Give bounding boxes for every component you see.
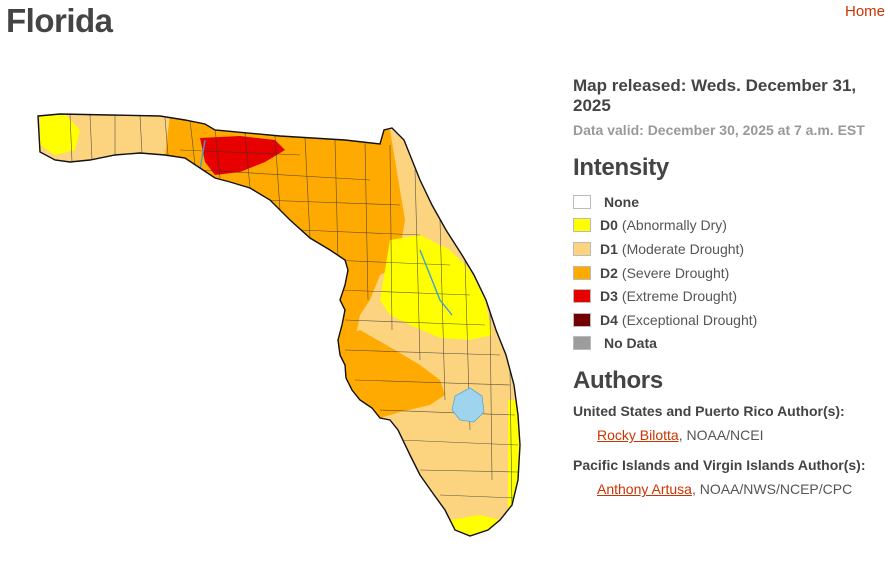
author-line: Rocky Bilotta, NOAA/NCEI: [597, 427, 883, 443]
map-sidebar: Map released: Weds. December 31, 2025 Da…: [573, 76, 883, 511]
legend-item-d3: D3 (Extreme Drought): [573, 284, 883, 308]
author-org: , NOAA/NWS/NCEP/CPC: [691, 481, 853, 498]
legend-label: (Severe Drought): [621, 264, 730, 281]
data-valid-date: Data valid: December 30, 2025 at 7 a.m. …: [573, 122, 865, 138]
legend-swatch: [573, 218, 591, 233]
author-group-title: Pacific Islands and Virgin Islands Autho…: [573, 457, 866, 474]
home-link[interactable]: Home: [844, 3, 885, 20]
author-link-anthony-artusa[interactable]: Anthony Artusa: [597, 481, 692, 498]
author-group-us: United States and Puerto Rico Author(s):…: [573, 403, 883, 443]
legend-item-d2: D2 (Severe Drought): [573, 261, 883, 285]
author-group-title: United States and Puerto Rico Author(s):: [573, 403, 845, 420]
legend-item-d1: D1 (Moderate Drought): [573, 237, 883, 261]
legend-code: D2: [600, 264, 618, 281]
legend-swatch: [573, 194, 591, 209]
legend-item-d4: D4 (Exceptional Drought): [573, 308, 883, 332]
legend-swatch: [573, 241, 591, 256]
legend-swatch: [573, 289, 591, 304]
author-org: , NOAA/NCEI: [678, 427, 764, 444]
legend-label: No Data: [604, 335, 657, 352]
lake-okeechobee: [451, 387, 485, 423]
legend-item-d0: D0 (Abnormally Dry): [573, 214, 883, 238]
author-group-pacific: Pacific Islands and Virgin Islands Autho…: [573, 457, 883, 497]
d0-region-keys: [450, 515, 500, 536]
map-released-date: Map released: Weds. December 31, 2025: [573, 76, 857, 115]
author-line: Anthony Artusa, NOAA/NWS/NCEP/CPC: [597, 481, 883, 497]
intensity-heading: Intensity: [573, 154, 669, 181]
d0-region-panhandle: [40, 114, 80, 155]
d0-region-central: [380, 235, 492, 340]
drought-map: [0, 100, 560, 580]
legend-code: D4: [600, 311, 618, 328]
legend-label: None: [604, 193, 639, 210]
page-title: Florida: [6, 2, 113, 39]
d3-region: [200, 136, 285, 175]
legend-swatch: [573, 265, 591, 280]
legend-swatch: [573, 312, 591, 327]
authors-heading: Authors: [573, 367, 663, 395]
legend-code: D0: [600, 217, 618, 234]
legend-item-no-data: No Data: [573, 332, 883, 356]
legend-item-none: None: [573, 190, 883, 214]
legend-code: D1: [600, 240, 618, 257]
florida-map-svg: [37, 113, 521, 537]
river-st-johns: [419, 249, 453, 316]
author-link-rocky-bilotta[interactable]: Rocky Bilotta: [597, 427, 679, 444]
d2-region-southwest: [330, 330, 445, 418]
d0-region-southeast: [508, 400, 520, 525]
legend-label: (Extreme Drought): [621, 288, 738, 305]
intensity-legend: None D0 (Abnormally Dry) D1 (Moderate Dr…: [573, 190, 883, 355]
legend-label: (Exceptional Drought): [621, 311, 758, 328]
legend-swatch: [573, 336, 591, 351]
legend-code: D3: [600, 288, 618, 305]
legend-label: (Moderate Drought): [621, 240, 745, 257]
legend-label: (Abnormally Dry): [621, 217, 727, 234]
